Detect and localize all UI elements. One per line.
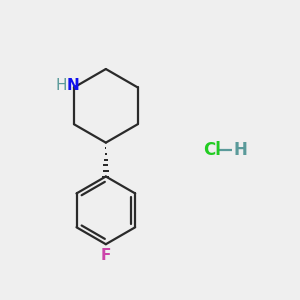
Text: Cl: Cl (203, 141, 221, 159)
Text: H: H (234, 141, 248, 159)
Text: F: F (100, 248, 111, 263)
Text: H: H (56, 79, 67, 94)
Text: N: N (67, 79, 80, 94)
